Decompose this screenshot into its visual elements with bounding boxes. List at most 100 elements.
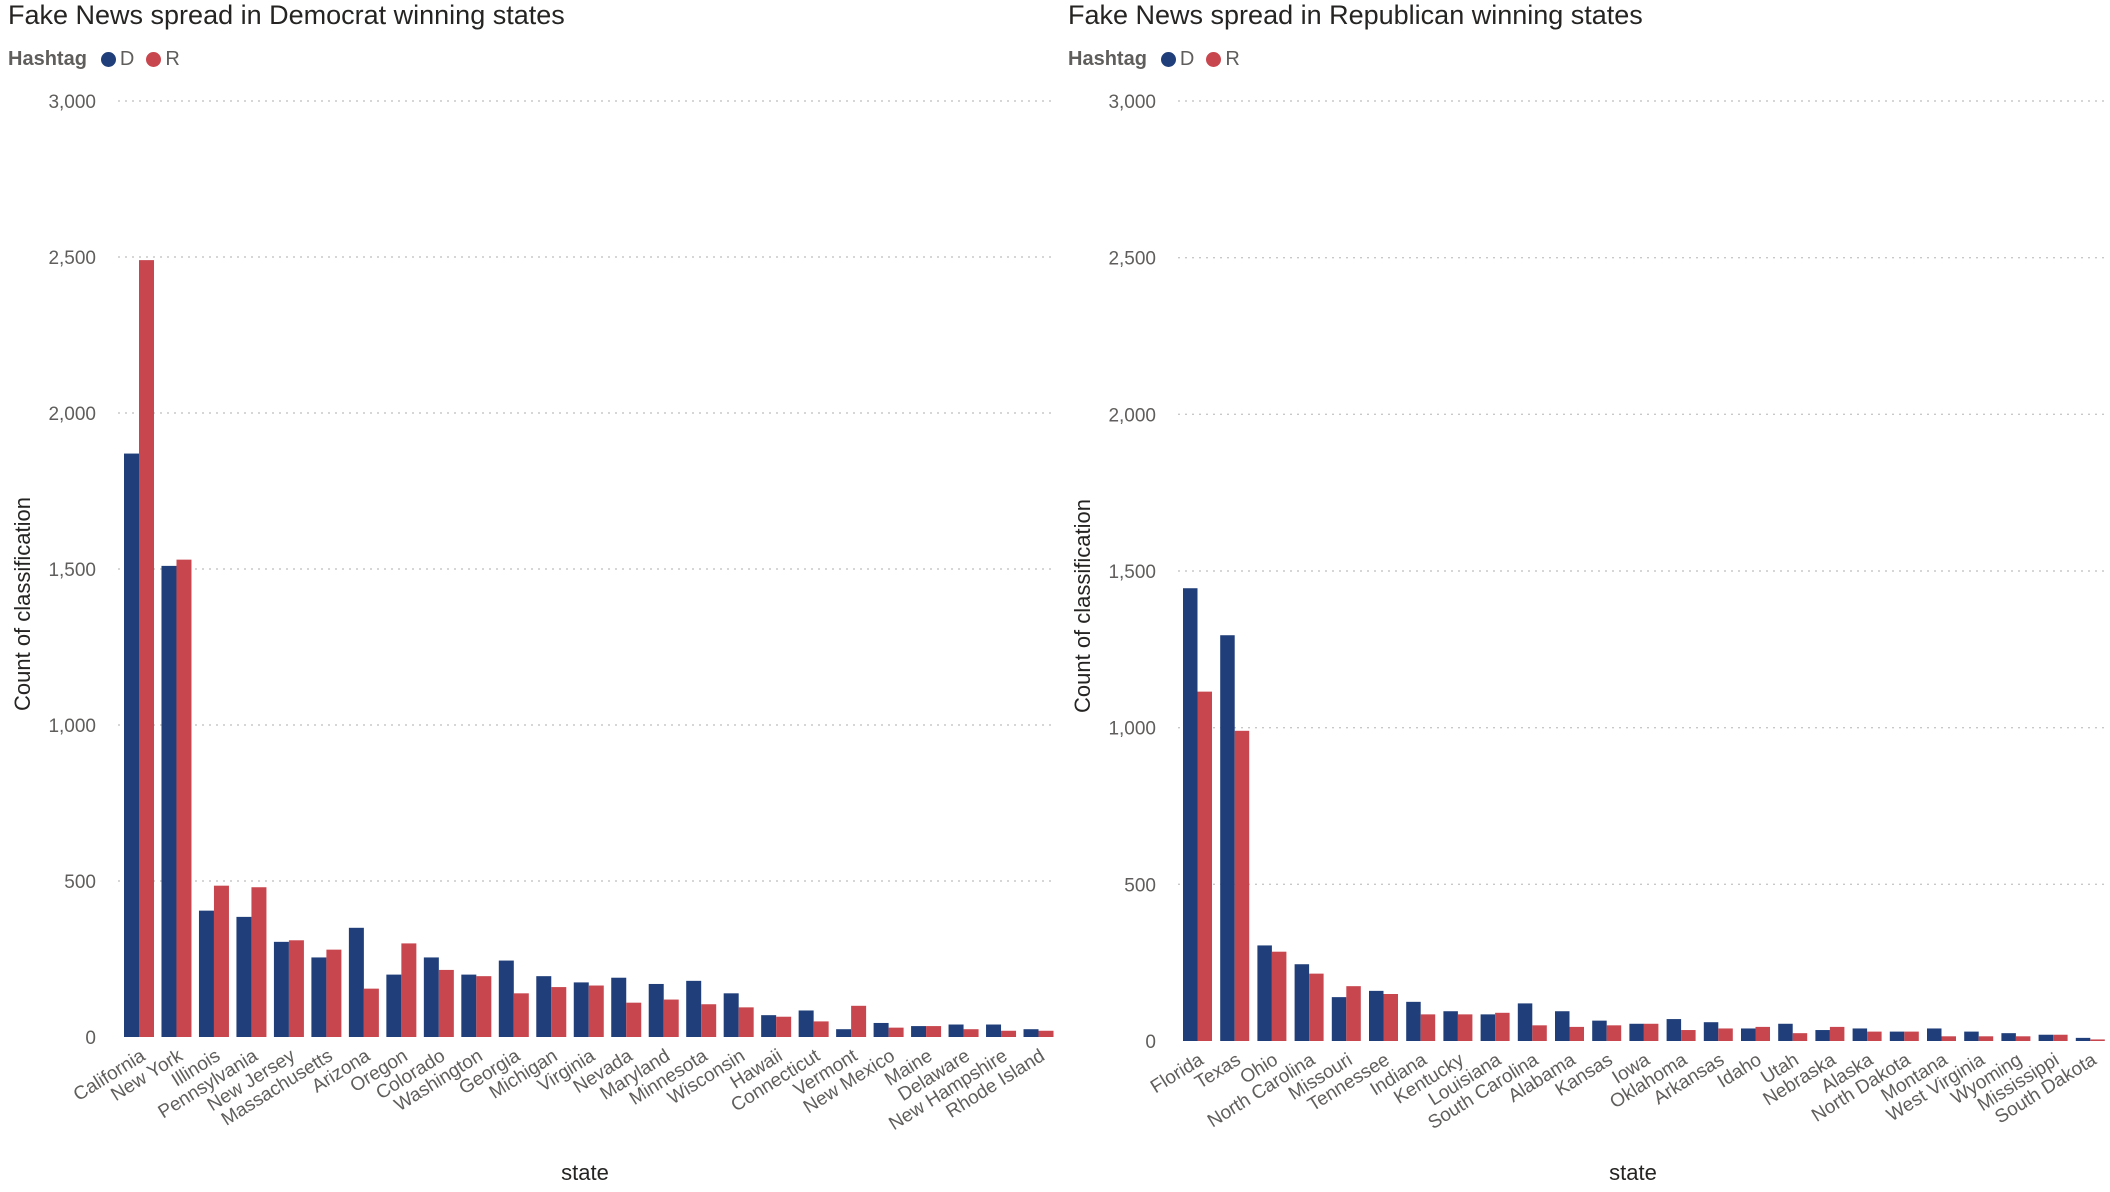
bar-d[interactable] bbox=[723, 993, 739, 1037]
bar-d[interactable] bbox=[1183, 588, 1198, 1041]
bar-r[interactable] bbox=[626, 1002, 642, 1037]
bar-r[interactable] bbox=[1038, 1030, 1054, 1037]
bar-r[interactable] bbox=[1001, 1030, 1017, 1037]
bar-r[interactable] bbox=[1197, 691, 1213, 1041]
bar-r[interactable] bbox=[926, 1026, 942, 1037]
bar-r[interactable] bbox=[1420, 1014, 1436, 1041]
bar-r[interactable] bbox=[1234, 730, 1250, 1041]
bar-r[interactable] bbox=[1904, 1031, 1919, 1041]
bar-d[interactable] bbox=[798, 1010, 814, 1037]
bar-d[interactable] bbox=[1517, 1003, 1533, 1041]
bar-d[interactable] bbox=[1220, 635, 1235, 1041]
bar-r[interactable] bbox=[139, 260, 154, 1037]
bar-d[interactable] bbox=[1257, 945, 1272, 1041]
legend-item-d[interactable]: D bbox=[100, 48, 134, 71]
bar-d[interactable] bbox=[1778, 1023, 1793, 1041]
bar-d[interactable] bbox=[1741, 1028, 1756, 1041]
bar-d[interactable] bbox=[911, 1026, 927, 1037]
bar-d[interactable] bbox=[573, 982, 589, 1037]
bar-r[interactable] bbox=[1346, 986, 1361, 1041]
bar-r[interactable] bbox=[513, 993, 529, 1037]
bar-r[interactable] bbox=[326, 949, 342, 1037]
bar-d[interactable] bbox=[1666, 1019, 1682, 1041]
bar-r[interactable] bbox=[813, 1021, 829, 1037]
bar-d[interactable] bbox=[648, 983, 664, 1037]
bar-d[interactable] bbox=[686, 980, 702, 1037]
bar-r[interactable] bbox=[1495, 1012, 1510, 1041]
bar-r[interactable] bbox=[213, 885, 229, 1037]
bar-r[interactable] bbox=[588, 985, 604, 1037]
bar-d[interactable] bbox=[836, 1029, 852, 1037]
bar-d[interactable] bbox=[1703, 1022, 1719, 1041]
bar-r[interactable] bbox=[888, 1027, 904, 1037]
bar-d[interactable] bbox=[536, 976, 552, 1037]
bar-d[interactable] bbox=[1815, 1030, 1830, 1041]
bar-d[interactable] bbox=[311, 957, 327, 1037]
bar-d[interactable] bbox=[1629, 1023, 1644, 1041]
bar-d[interactable] bbox=[461, 974, 477, 1037]
bar-r[interactable] bbox=[1829, 1026, 1845, 1041]
bar-r[interactable] bbox=[401, 943, 417, 1037]
bar-r[interactable] bbox=[1978, 1036, 1994, 1041]
bar-r[interactable] bbox=[1681, 1030, 1696, 1041]
bar-r[interactable] bbox=[1309, 973, 1324, 1041]
bar-r[interactable] bbox=[288, 940, 304, 1037]
bar-r[interactable] bbox=[738, 1007, 754, 1037]
bar-r[interactable] bbox=[551, 987, 567, 1037]
bar-r[interactable] bbox=[2053, 1034, 2068, 1041]
bar-d[interactable] bbox=[948, 1024, 964, 1037]
bar-d[interactable] bbox=[161, 565, 177, 1037]
bar-r[interactable] bbox=[476, 976, 492, 1037]
bar-r[interactable] bbox=[1643, 1023, 1659, 1041]
bar-r[interactable] bbox=[2090, 1039, 2105, 1041]
bar-r[interactable] bbox=[1755, 1026, 1771, 1041]
bar-d[interactable] bbox=[386, 974, 402, 1037]
bar-d[interactable] bbox=[2001, 1033, 2016, 1041]
bar-r[interactable] bbox=[701, 1004, 717, 1037]
bar-d[interactable] bbox=[1023, 1029, 1039, 1037]
bar-d[interactable] bbox=[1480, 1014, 1496, 1041]
bar-d[interactable] bbox=[1369, 990, 1384, 1041]
bar-d[interactable] bbox=[1443, 1011, 1458, 1041]
bar-r[interactable] bbox=[363, 988, 379, 1037]
bar-r[interactable] bbox=[1606, 1025, 1622, 1041]
bar-d[interactable] bbox=[348, 927, 364, 1037]
bar-d[interactable] bbox=[498, 960, 514, 1037]
bar-d[interactable] bbox=[124, 453, 139, 1037]
bar-d[interactable] bbox=[273, 941, 289, 1037]
bar-d[interactable] bbox=[611, 977, 627, 1037]
bar-r[interactable] bbox=[1941, 1036, 1957, 1041]
bar-r[interactable] bbox=[2015, 1036, 2031, 1041]
bar-r[interactable] bbox=[251, 887, 267, 1037]
bar-d[interactable] bbox=[1592, 1020, 1607, 1041]
bar-d[interactable] bbox=[1406, 1001, 1421, 1041]
bar-r[interactable] bbox=[1271, 951, 1287, 1041]
bar-r[interactable] bbox=[1383, 994, 1399, 1041]
bar-r[interactable] bbox=[963, 1029, 979, 1037]
bar-r[interactable] bbox=[776, 1016, 792, 1037]
bar-d[interactable] bbox=[423, 957, 439, 1037]
bar-d[interactable] bbox=[2075, 1037, 2091, 1041]
bar-d[interactable] bbox=[873, 1022, 889, 1037]
bar-r[interactable] bbox=[851, 1005, 867, 1037]
bar-d[interactable] bbox=[1889, 1031, 1905, 1041]
bar-d[interactable] bbox=[1294, 964, 1310, 1041]
bar-r[interactable] bbox=[1457, 1014, 1473, 1041]
legend-item-r[interactable]: R bbox=[1206, 48, 1240, 71]
bar-d[interactable] bbox=[2038, 1034, 2054, 1041]
bar-r[interactable] bbox=[1718, 1028, 1733, 1041]
bar-d[interactable] bbox=[236, 916, 252, 1037]
bar-d[interactable] bbox=[1555, 1011, 1570, 1041]
bar-r[interactable] bbox=[1532, 1025, 1547, 1041]
bar-d[interactable] bbox=[761, 1015, 777, 1037]
bar-r[interactable] bbox=[438, 969, 454, 1037]
bar-r[interactable] bbox=[176, 559, 192, 1037]
bar-r[interactable] bbox=[1867, 1031, 1882, 1041]
legend-item-r[interactable]: R bbox=[146, 48, 180, 71]
bar-d[interactable] bbox=[198, 910, 214, 1037]
bar-d[interactable] bbox=[1331, 997, 1347, 1041]
bar-r[interactable] bbox=[663, 999, 679, 1037]
bar-d[interactable] bbox=[1927, 1028, 1942, 1041]
bar-r[interactable] bbox=[1569, 1026, 1585, 1041]
legend-item-d[interactable]: D bbox=[1160, 48, 1194, 71]
